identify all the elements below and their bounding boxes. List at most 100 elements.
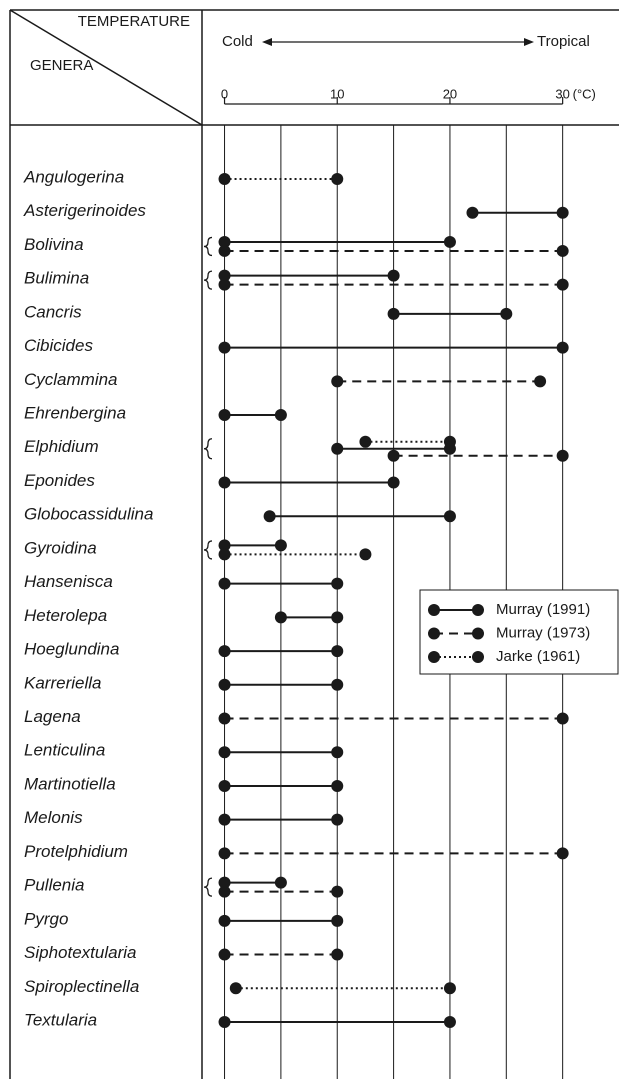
range-bar-start: [218, 847, 231, 860]
genus-label: Protelphidium: [24, 842, 128, 861]
legend-dot: [472, 604, 484, 616]
range-bar-start: [218, 712, 231, 725]
genus-label: Eponides: [24, 471, 95, 490]
header-temperature: TEMPERATURE: [78, 13, 190, 30]
range-bar-start: [218, 678, 231, 691]
genus-label: Gyroidina: [24, 538, 97, 557]
arrow-label-cold: Cold: [222, 33, 253, 50]
range-bar-start: [263, 510, 276, 523]
range-bar-start: [218, 548, 231, 561]
range-bar-end: [331, 645, 344, 658]
range-bar-end: [556, 449, 569, 462]
legend-label: Jarke (1961): [496, 648, 580, 665]
range-bar-start: [274, 611, 287, 624]
range-bar-start: [218, 885, 231, 898]
unit-label: (°C): [573, 86, 596, 101]
genus-label: Martinotiella: [24, 774, 116, 793]
range-bar-start: [218, 269, 231, 282]
range-bar-end: [331, 746, 344, 759]
range-bar-start: [218, 645, 231, 658]
range-bar-start: [218, 746, 231, 759]
range-bar-start: [218, 173, 231, 185]
genus-label: Lenticulina: [24, 741, 105, 760]
range-bar-end: [443, 235, 456, 248]
legend-label: Murray (1991): [496, 601, 590, 618]
genus-label: Bolivina: [24, 235, 84, 254]
range-bar-start: [218, 779, 231, 792]
range-bar-end: [274, 876, 287, 889]
genus-label: Ehrenbergina: [24, 404, 126, 423]
genus-label: Cancris: [24, 302, 82, 321]
range-bar-end: [331, 173, 344, 185]
range-bar-start: [331, 442, 344, 455]
range-bar-end: [556, 847, 569, 860]
genus-label: Bulimina: [24, 269, 89, 288]
genus-label: Pullenia: [24, 876, 85, 895]
x-tick-label: 10: [330, 86, 344, 101]
range-bar-end: [387, 476, 400, 489]
header-genera: GENERA: [30, 57, 93, 74]
legend-dot: [428, 604, 440, 616]
range-bar-end: [331, 678, 344, 691]
range-bar-start: [218, 813, 231, 826]
range-bar-end: [556, 278, 569, 291]
range-bar-start: [218, 409, 231, 422]
range-bar-end: [331, 914, 344, 927]
range-bar-end: [331, 885, 344, 898]
brace: [203, 540, 213, 560]
range-bar-start: [466, 206, 479, 219]
range-bar-end: [443, 442, 456, 455]
range-bar-end: [556, 341, 569, 354]
genus-label: Heterolepa: [24, 606, 107, 625]
range-bar-end: [387, 269, 400, 282]
legend-dot: [472, 627, 484, 640]
range-bar-start: [218, 476, 231, 489]
range-bar-start: [387, 449, 400, 462]
genus-label: Cyclammina: [24, 370, 118, 389]
range-bar-end: [331, 611, 344, 624]
genus-label: Globocassidulina: [24, 505, 153, 524]
genus-label: Karreriella: [24, 673, 101, 692]
genus-label: Spiroplectinella: [24, 977, 139, 996]
legend-dot: [428, 651, 440, 663]
range-bar-start: [229, 982, 242, 995]
arrow-label-tropical: Tropical: [537, 33, 590, 50]
header-diagonal: [9, 9, 203, 126]
range-bar-start: [218, 539, 231, 552]
range-bar-start: [218, 914, 231, 927]
range-bar-end: [556, 206, 569, 219]
range-bar-end: [331, 577, 344, 590]
legend-box: [419, 589, 619, 675]
brace: [203, 270, 213, 290]
genus-label: Pyrgo: [24, 909, 68, 928]
range-bar-start: [218, 235, 231, 248]
legend-label: Murray (1973): [496, 624, 590, 641]
range-bar-start: [331, 375, 344, 388]
range-bar-end: [331, 948, 344, 961]
legend-dot: [428, 627, 440, 640]
genus-label: Siphotextularia: [24, 943, 136, 962]
x-tick-label: 0: [221, 86, 228, 101]
genus-label: Cibicides: [24, 336, 93, 355]
range-bar-start: [218, 1016, 231, 1028]
range-bar-start: [387, 307, 400, 320]
range-bar-start: [218, 341, 231, 354]
genus-label: Elphidium: [24, 437, 99, 456]
range-bar-start: [218, 948, 231, 961]
genus-label: Textularia: [24, 1010, 97, 1029]
range-bar-end: [274, 539, 287, 552]
brace: [203, 438, 213, 460]
legend-dot: [472, 651, 484, 663]
genus-label: Hansenisca: [24, 572, 113, 591]
brace: [203, 236, 213, 257]
genus-label: Asterigerinoides: [23, 201, 146, 220]
range-bar-end: [443, 1016, 456, 1028]
range-bar-start: [218, 244, 231, 257]
range-bar-start: [218, 876, 231, 889]
range-bar-end: [331, 813, 344, 826]
range-bar-end: [443, 510, 456, 523]
genus-label: Hoeglundina: [24, 640, 119, 659]
genus-label: Melonis: [24, 808, 83, 827]
range-bar-end: [556, 244, 569, 257]
